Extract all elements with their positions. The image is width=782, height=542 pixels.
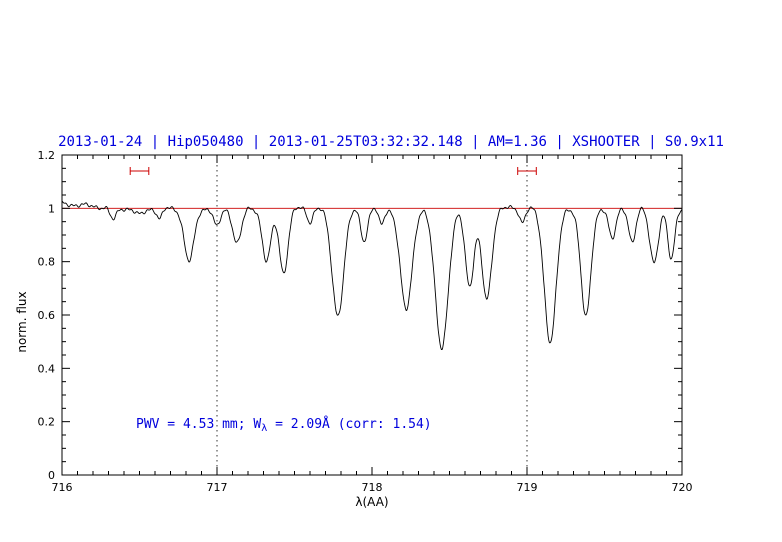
pwv-annotation-post: = 2.09Å (corr: 1.54)	[267, 417, 432, 432]
x-tick-label: 718	[362, 481, 383, 494]
y-tick-label: 0.2	[38, 416, 56, 429]
y-tick-label: 0.6	[38, 309, 56, 322]
y-tick-label: 1.2	[38, 149, 56, 162]
axes	[61, 154, 683, 476]
x-tick-label: 717	[207, 481, 228, 494]
x-tick-label: 719	[517, 481, 538, 494]
measurement-markers	[129, 167, 537, 175]
x-axis-label: λ(AA)	[355, 495, 389, 509]
pwv-annotation-pre: PWV = 4.53 mm; W	[136, 417, 262, 432]
y-tick-label: 0.8	[38, 256, 56, 269]
reference-vlines	[216, 155, 528, 475]
plot-title: 2013-01-24 | Hip050480 | 2013-01-25T03:3…	[58, 134, 724, 150]
spectrum-path	[61, 200, 683, 351]
pwv-interval-marker	[129, 167, 150, 175]
y-tick-label: 0	[48, 469, 55, 482]
pwv-annotation-subscript: λ	[261, 423, 268, 434]
x-tick-label: 720	[672, 481, 693, 494]
y-tick-label: 1	[48, 202, 55, 215]
y-tick-label: 0.4	[38, 362, 56, 375]
x-tick-label: 716	[52, 481, 73, 494]
tick-labels: 716 717 718 719 720 0 0.2 0.4 0.6 0.8 1 1.2	[38, 149, 693, 494]
pwv-annotation: PWV = 4.53 mm; Wλ = 2.09Å (corr: 1.54)	[136, 417, 432, 434]
pwv-interval-marker	[517, 167, 537, 175]
